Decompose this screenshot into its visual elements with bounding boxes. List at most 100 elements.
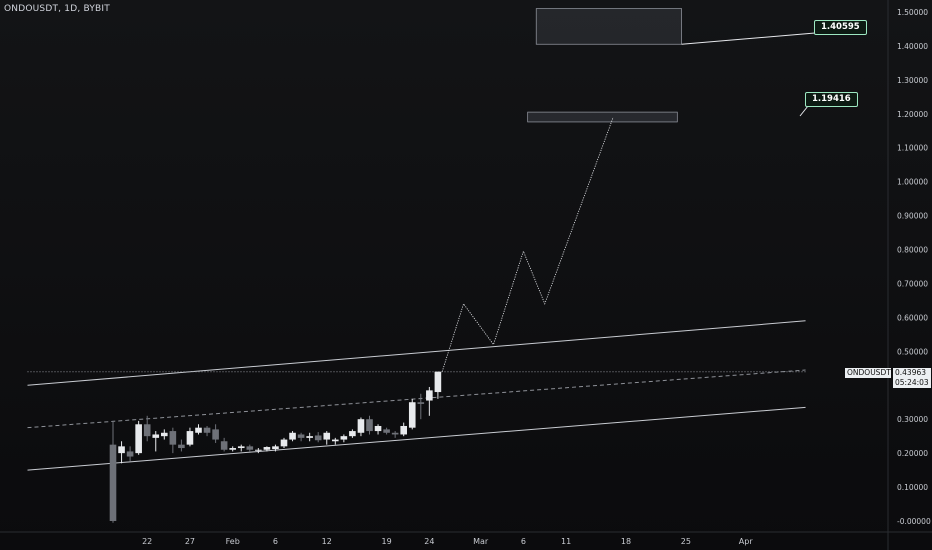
- candle-body: [220, 441, 228, 450]
- candle: [332, 437, 339, 445]
- candle-body: [400, 425, 407, 435]
- candle: [229, 446, 236, 452]
- candle: [374, 424, 382, 435]
- candle-body: [297, 434, 305, 438]
- candle: [272, 444, 279, 452]
- trendline-solid: [27, 406, 806, 471]
- trendline-dashed: [27, 369, 806, 429]
- y-tick-label: 0.10000: [897, 483, 928, 492]
- candle: [135, 420, 142, 455]
- target-label-upper[interactable]: 1.40595: [814, 20, 867, 35]
- candle: [109, 420, 117, 523]
- y-tick-label: 1.40000: [897, 42, 928, 51]
- candle: [297, 432, 305, 442]
- y-tick-label: 0.50000: [897, 347, 928, 356]
- x-tick-label: 27: [185, 537, 195, 546]
- candle: [349, 429, 356, 438]
- y-tick-label: 1.30000: [897, 76, 928, 85]
- candle: [289, 431, 296, 442]
- candle: [417, 393, 425, 420]
- candle: [152, 431, 160, 452]
- candle-body: [383, 429, 390, 433]
- candle-body: [272, 446, 279, 450]
- candle: [408, 398, 416, 430]
- candle-body: [306, 436, 313, 438]
- y-tick-label: 0.90000: [897, 212, 928, 221]
- candle: [306, 432, 313, 442]
- candle: [143, 415, 151, 442]
- candle-body: [126, 451, 134, 457]
- candle: [426, 386, 433, 416]
- candle: [400, 422, 407, 437]
- last-price-value: 0.43963: [895, 368, 927, 377]
- candle-body: [246, 446, 254, 450]
- x-tick-label: 18: [621, 537, 631, 546]
- y-tick-label: 1.10000: [897, 144, 928, 153]
- candle-body: [280, 439, 288, 447]
- trendline-solid: [27, 320, 806, 386]
- candle-body: [374, 425, 382, 432]
- x-tick-label: 25: [681, 537, 691, 546]
- y-tick-label: 1.50000: [897, 8, 928, 17]
- candle-body: [357, 419, 365, 433]
- candle: [246, 444, 254, 452]
- candle: [126, 446, 134, 462]
- candle-body: [169, 431, 177, 445]
- candle: [263, 446, 271, 452]
- candle: [280, 437, 288, 449]
- x-tick-label: Apr: [739, 537, 754, 546]
- candle-body: [109, 444, 117, 521]
- candle-body: [237, 446, 245, 449]
- candle: [314, 432, 322, 443]
- candle-body: [255, 449, 262, 451]
- candle-body: [161, 432, 168, 437]
- target-zone: [535, 8, 682, 45]
- candle-body: [212, 429, 219, 440]
- candle-body: [143, 424, 151, 437]
- y-tick-label: -0.00000: [897, 517, 931, 526]
- candle-body: [434, 371, 442, 393]
- candle-body: [426, 390, 433, 401]
- candle-body: [195, 427, 202, 433]
- last-price-badge: 0.43963 05:24:03: [893, 368, 931, 388]
- candle: [169, 427, 177, 454]
- x-tick-label: 6: [521, 537, 526, 546]
- candle: [237, 444, 245, 452]
- target-zone: [527, 111, 678, 123]
- candle: [178, 439, 185, 452]
- candle-body: [391, 432, 399, 435]
- y-tick-label: 0.80000: [897, 246, 928, 255]
- candle-body: [135, 424, 142, 454]
- candle-body: [203, 427, 211, 433]
- y-tick-label: 1.20000: [897, 110, 928, 119]
- candle-body: [314, 435, 322, 441]
- projection-path: [441, 117, 614, 372]
- candle-body: [229, 448, 236, 450]
- candle-body: [349, 431, 356, 437]
- candle-body: [118, 446, 125, 454]
- candle: [391, 431, 399, 438]
- symbol-badge: ONDOUSDT: [845, 368, 891, 378]
- candle-body: [417, 402, 425, 404]
- candle-body: [340, 436, 348, 440]
- y-tick-label: 0.70000: [897, 279, 928, 288]
- candle-body: [408, 402, 416, 428]
- target-label-lower[interactable]: 1.19416: [805, 92, 858, 107]
- candle: [161, 429, 168, 440]
- candle-body: [263, 447, 271, 450]
- y-tick-label: 1.00000: [897, 178, 928, 187]
- candle-body: [323, 432, 331, 440]
- x-tick-label: 6: [273, 537, 278, 546]
- candle: [357, 417, 365, 437]
- candle-body: [152, 434, 160, 438]
- candle-body: [332, 439, 339, 442]
- candle-countdown: 05:24:03: [895, 378, 929, 387]
- target-connector: [799, 105, 809, 117]
- y-tick-label: 0.20000: [897, 449, 928, 458]
- candle: [118, 441, 125, 464]
- y-tick-label: 0.30000: [897, 415, 928, 424]
- candle-body: [186, 431, 194, 445]
- x-tick-label: 12: [322, 537, 332, 546]
